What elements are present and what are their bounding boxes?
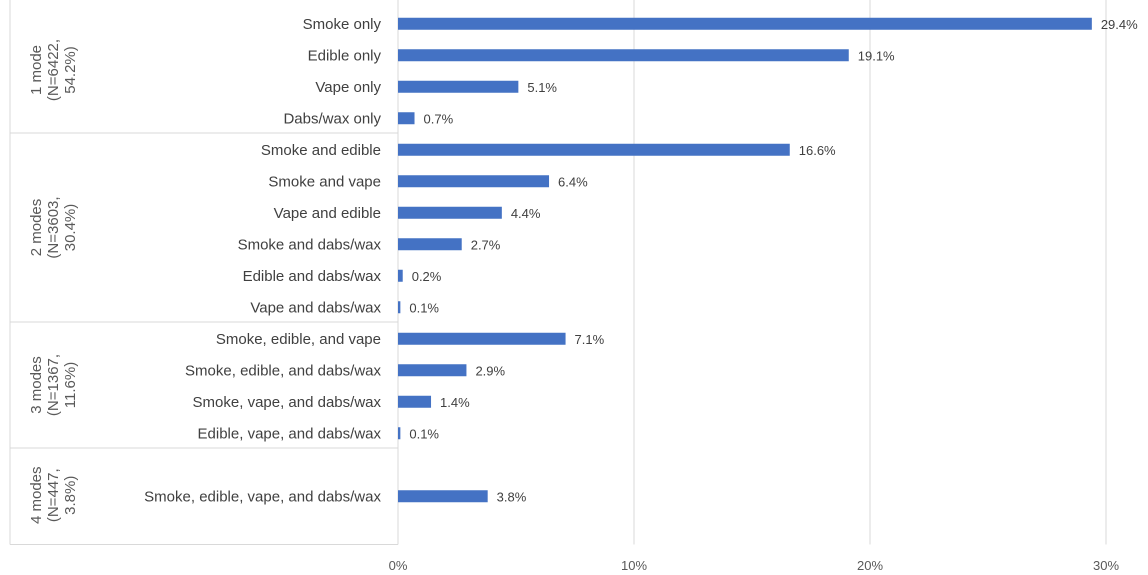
group-labels: 1 mode(N=6422,54.2%) 2 modes(N=3603,30.4%… xyxy=(28,39,79,524)
group-label-line: 3 modes xyxy=(28,356,45,414)
x-tick-label: 20% xyxy=(857,558,883,573)
value-label: 4.4% xyxy=(511,206,541,221)
bar xyxy=(398,175,550,188)
bars xyxy=(398,17,1092,503)
bar xyxy=(398,143,790,156)
value-label: 1.4% xyxy=(440,395,470,410)
category-label: Vape only xyxy=(315,79,381,96)
value-label: 2.9% xyxy=(475,363,505,378)
value-label: 0.1% xyxy=(409,426,439,441)
value-label: 29.4% xyxy=(1101,17,1138,32)
category-label: Edible, vape, and dabs/wax xyxy=(198,425,382,442)
category-label: Smoke, edible, and vape xyxy=(216,331,381,348)
bar xyxy=(398,490,488,503)
value-labels: 29.4% 19.1% 5.1% 0.7% 16.6% 6.4% 4.4% 2.7% 0.2% 0… xyxy=(409,17,1138,505)
bar xyxy=(398,301,401,314)
group-label-line: (N=3603, xyxy=(45,196,62,258)
bar xyxy=(398,364,467,377)
value-label: 19.1% xyxy=(858,48,895,63)
group-label-line: 2 modes xyxy=(28,199,45,257)
group-label: 2 modes(N=3603,30.4%) xyxy=(28,196,79,258)
bar xyxy=(398,80,519,93)
group-label: 4 modes(N=447,3.8%) xyxy=(28,466,79,524)
value-label: 0.1% xyxy=(409,300,439,315)
category-label: Smoke, edible, vape, and dabs/wax xyxy=(144,488,381,505)
x-axis-ticks: 0% 10% 20% 30% xyxy=(389,558,1120,573)
value-label: 5.1% xyxy=(527,80,557,95)
group-label-line: 1 mode xyxy=(28,45,45,95)
bar xyxy=(398,17,1092,30)
group-label-line: 3.8%) xyxy=(62,476,79,515)
value-label: 6.4% xyxy=(558,174,588,189)
category-label: Smoke only xyxy=(303,16,382,33)
group-label: 3 modes(N=1367,11.6%) xyxy=(28,354,79,416)
value-label: 7.1% xyxy=(575,332,605,347)
bar xyxy=(398,112,415,125)
value-label: 0.7% xyxy=(424,111,454,126)
group-label-line: (N=447, xyxy=(45,468,62,522)
category-label: Smoke and dabs/wax xyxy=(238,236,382,253)
category-label: Smoke, vape, and dabs/wax xyxy=(193,394,382,411)
bar xyxy=(398,427,401,440)
category-label: Smoke, edible, and dabs/wax xyxy=(185,362,381,379)
gridlines xyxy=(633,0,1107,545)
bar xyxy=(398,395,432,408)
value-label: 16.6% xyxy=(799,143,836,158)
bar xyxy=(398,238,462,251)
group-label-line: (N=1367, xyxy=(45,354,62,416)
value-label: 3.8% xyxy=(497,489,527,504)
category-label: Edible and dabs/wax xyxy=(243,268,382,285)
group-label: 1 mode(N=6422,54.2%) xyxy=(28,39,79,101)
bar xyxy=(398,49,849,62)
category-label: Smoke and vape xyxy=(268,173,381,190)
group-label-line: 4 modes xyxy=(28,466,45,524)
bar xyxy=(398,206,502,219)
x-tick-label: 10% xyxy=(621,558,647,573)
category-label: Edible only xyxy=(308,47,382,64)
category-label: Vape and edible xyxy=(274,205,381,222)
group-label-line: 30.4%) xyxy=(62,204,79,252)
bar xyxy=(398,332,566,345)
group-label-line: (N=6422, xyxy=(45,39,62,101)
group-label-line: 54.2%) xyxy=(62,46,79,94)
x-tick-label: 30% xyxy=(1093,558,1119,573)
group-label-line: 11.6%) xyxy=(62,362,79,408)
category-labels: Smoke only Edible only Vape only Dabs/wax o… xyxy=(144,16,381,506)
category-label: Dabs/wax only xyxy=(283,110,381,127)
category-label: Smoke and edible xyxy=(261,142,381,159)
x-tick-label: 0% xyxy=(389,558,408,573)
category-label: Vape and dabs/wax xyxy=(250,299,381,316)
bar xyxy=(398,269,403,282)
value-label: 2.7% xyxy=(471,237,501,252)
value-label: 0.2% xyxy=(412,269,442,284)
